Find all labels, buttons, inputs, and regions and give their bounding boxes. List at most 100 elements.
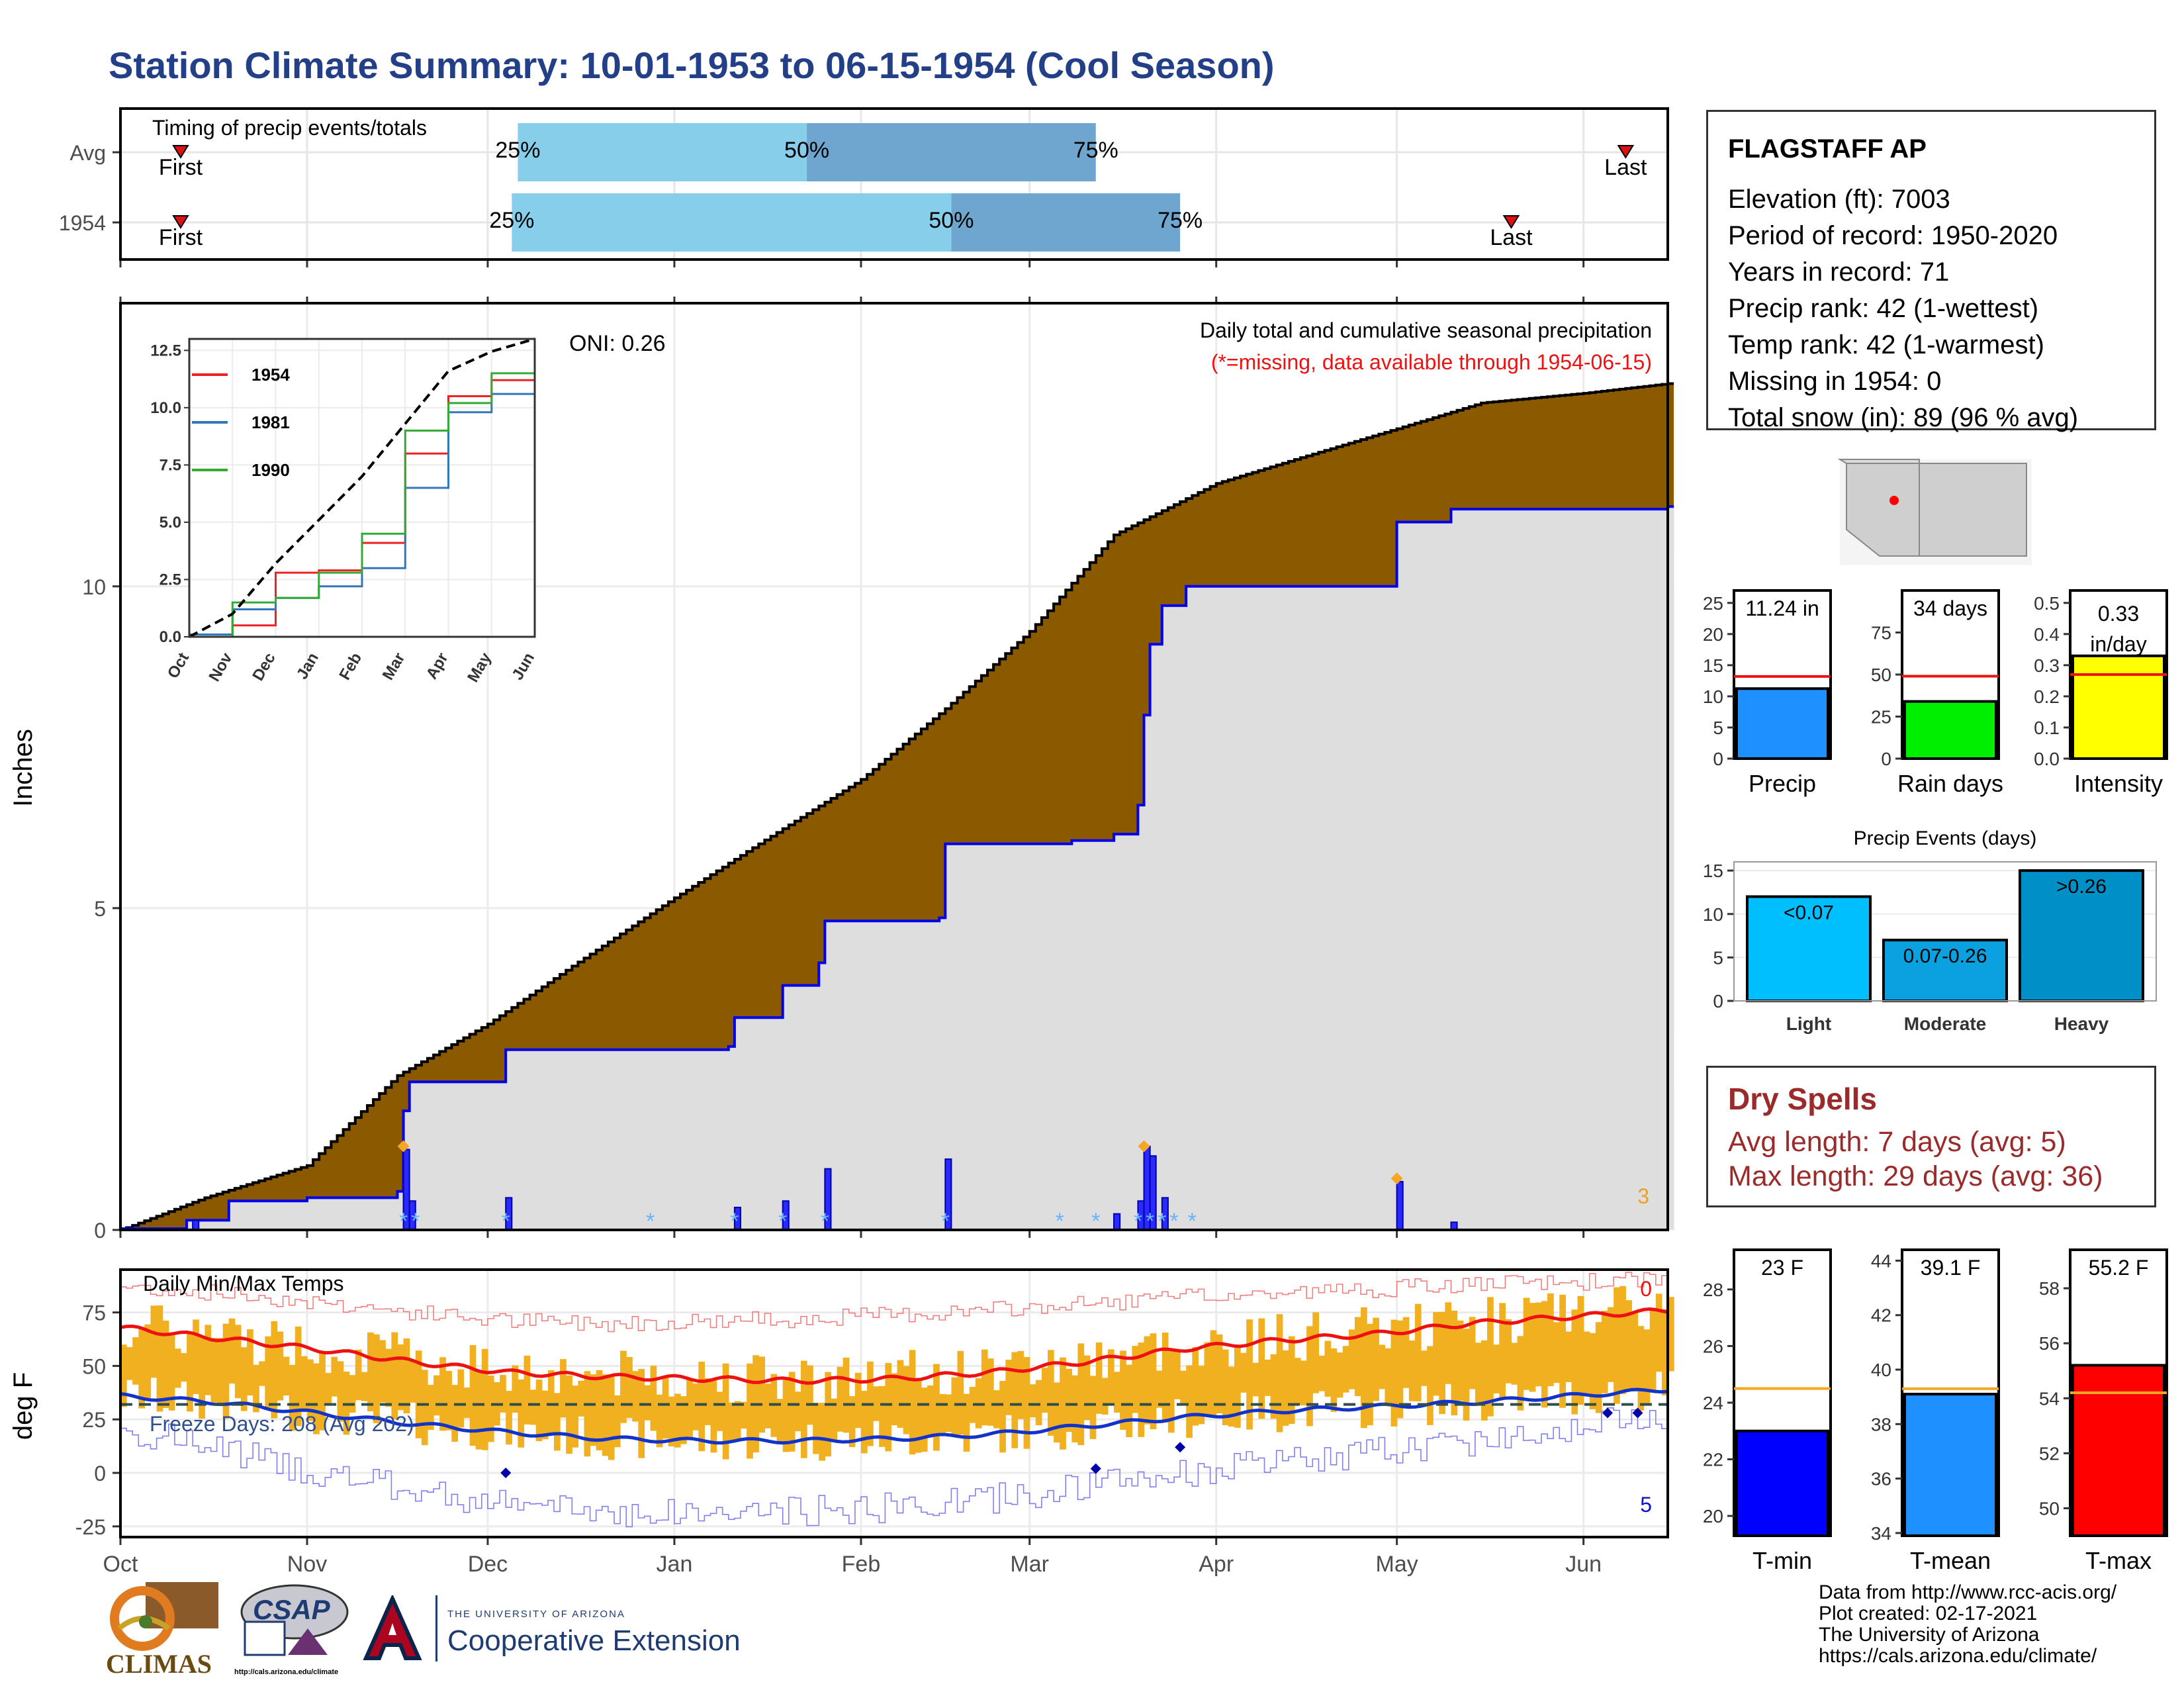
daily-temp-bar — [1300, 1360, 1307, 1405]
temp-mean-tick-label-0-2: 24 — [1703, 1393, 1723, 1413]
daily-temp-bar — [1655, 1293, 1662, 1372]
daily-temp-bar — [1029, 1384, 1036, 1418]
daily-temp-bar — [234, 1325, 242, 1399]
daily-temp-bar — [837, 1366, 844, 1432]
inset-frame — [188, 338, 536, 638]
daily-temp-bar — [228, 1318, 236, 1384]
credit-line-data: Data from http://www.rcc-acis.org/ — [1819, 1581, 2117, 1603]
precip-events-bar-label-1: 0.07-0.26 — [1903, 945, 1987, 967]
daily-temp-bar — [271, 1321, 278, 1419]
daily-temp-bar — [512, 1365, 519, 1413]
month-label-7: May — [1376, 1552, 1418, 1577]
timing-label-p25-Avg: 25% — [495, 138, 540, 163]
daily-temp-bar — [1511, 1342, 1518, 1385]
daily-temp-bar — [819, 1403, 825, 1461]
daily-temp-bar — [1132, 1346, 1139, 1413]
temp-mean-tick-label-0-4: 28 — [1703, 1280, 1723, 1300]
daily-temp-bar — [355, 1349, 362, 1401]
temp-mean-tick-label-2-3: 56 — [2039, 1333, 2060, 1354]
daily-temp-bar — [831, 1398, 838, 1440]
daily-temp-bar — [325, 1373, 332, 1403]
daily-temp-bar — [554, 1393, 561, 1451]
daily-temp-bar — [463, 1387, 471, 1419]
daily-temp-bar — [1493, 1344, 1500, 1393]
daily-temp-bar — [1150, 1333, 1157, 1430]
daily-temp-bar — [1083, 1355, 1091, 1421]
daily-temp-bar — [813, 1403, 819, 1454]
precip-max-marker-0 — [397, 1140, 410, 1152]
precip-ytick-label-2: 10 — [82, 575, 106, 599]
daily-temp-bar — [1445, 1302, 1452, 1384]
daily-temp-bar — [1114, 1372, 1120, 1413]
totals-panel-name-0: Precip — [1749, 770, 1816, 797]
daily-temp-bar — [1505, 1319, 1512, 1383]
daily-temp-bar — [1258, 1318, 1265, 1419]
daily-temp-bar — [927, 1385, 934, 1438]
temp-corner-top: 0 — [1640, 1277, 1652, 1301]
daily-temp-bar — [758, 1356, 766, 1433]
month-label-5: Mar — [1010, 1552, 1049, 1577]
daily-temp-bar — [1529, 1303, 1536, 1392]
daily-temp-bar — [1270, 1354, 1277, 1419]
daily-temp-bar — [1276, 1314, 1283, 1432]
daily-temp-bar — [1619, 1286, 1626, 1394]
daily-temp-bar — [662, 1375, 669, 1439]
precip-events-bar-label-0: <0.07 — [1784, 902, 1834, 924]
daily-temp-bar — [1637, 1326, 1645, 1411]
daily-temp-bar — [710, 1380, 717, 1453]
timing-marker-label-first-1954: First — [159, 225, 203, 250]
totals-panel-name-2: Intensity — [2074, 770, 2163, 797]
daily-temp-bar — [788, 1372, 796, 1452]
daily-temp-bar — [1487, 1297, 1494, 1417]
station-period: Period of record: 1950-2020 — [1728, 221, 2058, 250]
daily-temp-bar — [848, 1396, 856, 1448]
totals-tick-label-1-2: 50 — [1871, 665, 1891, 685]
daily-temp-bar — [1174, 1349, 1181, 1399]
snow-marker-8: * — [1056, 1209, 1064, 1234]
totals-tick-label-2-0: 0.0 — [2034, 749, 2060, 769]
daily-temp-bar — [1571, 1309, 1578, 1415]
daily-temp-bar — [891, 1373, 898, 1426]
oni-label: ONI: 0.26 — [569, 331, 666, 356]
daily-temp-bar — [626, 1356, 633, 1419]
daily-temp-bar — [963, 1393, 970, 1452]
inset-ytick-label-5: 12.5 — [150, 342, 181, 359]
precip-events-title: Precip Events (days) — [1854, 827, 2037, 849]
temp-mean-tick-label-1-4: 42 — [1871, 1305, 1891, 1326]
daily-temp-bar — [295, 1326, 302, 1427]
daily-temp-bar — [1354, 1317, 1361, 1397]
daily-temp-bar — [782, 1377, 790, 1452]
daily-temp-bar — [741, 1401, 747, 1429]
avg-max-line — [120, 1307, 1668, 1385]
totals-tick-label-1-3: 75 — [1871, 623, 1891, 643]
station-precip-rank: Precip rank: 42 (1-wettest) — [1728, 294, 2039, 323]
precip-panel-subtitle: (*=missing, data available through 1954-… — [1211, 350, 1652, 374]
daily-temp-bar — [1192, 1346, 1199, 1426]
daily-temp-bar — [620, 1350, 627, 1423]
snow-marker-11: * — [1146, 1209, 1154, 1234]
daily-temp-bar — [1246, 1319, 1253, 1430]
daily-temp-bar — [475, 1372, 482, 1450]
timing-marker-last-1954 — [1502, 215, 1520, 229]
daily-temp-bar — [1066, 1368, 1072, 1432]
inset-ytick-label-4: 10.0 — [150, 399, 181, 417]
daily-temp-bar — [1144, 1336, 1151, 1425]
daily-temp-bar — [590, 1374, 597, 1446]
daily-temp-bar — [1427, 1346, 1433, 1425]
timing-row-label-1: 1954 — [59, 211, 106, 235]
timing-marker-last-Avg — [1617, 145, 1635, 159]
temp-frame — [119, 1268, 1669, 1538]
daily-temp-bar — [933, 1364, 940, 1451]
csap-logo-text: CSAP — [253, 1594, 330, 1625]
daily-temp-bar — [1156, 1370, 1163, 1408]
daily-temp-bar — [1054, 1382, 1060, 1443]
daily-temp-bar — [1396, 1320, 1404, 1419]
snow-marker-10: * — [1134, 1209, 1142, 1234]
daily-temp-bar — [205, 1325, 212, 1395]
daily-temp-bar — [1589, 1333, 1596, 1409]
daily-temp-bar — [1204, 1342, 1211, 1417]
temp-ytick-label-2: 25 — [82, 1408, 106, 1432]
inset-legend-label-0: 1954 — [251, 365, 290, 385]
avg-cumulative-line — [120, 382, 1674, 1231]
daily-temp-bar — [1499, 1303, 1506, 1398]
